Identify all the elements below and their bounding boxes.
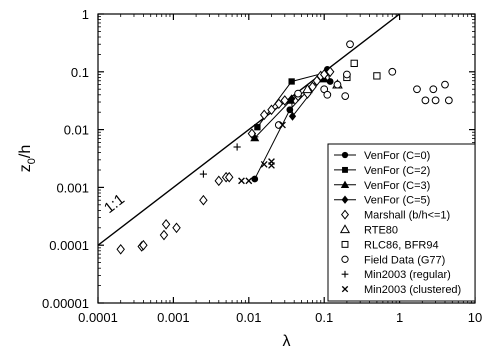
- data-point: [294, 89, 302, 98]
- x-tick-label: 0.0001: [78, 310, 118, 325]
- data-point: [326, 78, 334, 85]
- data-point: [388, 67, 397, 76]
- legend-entry-label: VenFor (C=5): [364, 195, 430, 207]
- data-point-stroke: [268, 162, 275, 169]
- data-point: [259, 109, 269, 121]
- data-point: [288, 78, 295, 85]
- data-point: [413, 85, 421, 94]
- data-point: [325, 66, 335, 78]
- legend-entry-label: VenFor (C=3): [364, 180, 430, 192]
- legend-entry-label: Min2003 (clustered): [364, 284, 461, 296]
- data-point: [267, 104, 276, 116]
- y-tick-label: 0.001: [56, 180, 89, 195]
- data-point: [431, 96, 440, 105]
- x-axis-label: λ: [283, 333, 291, 350]
- x-tick-label: 0.1: [315, 310, 333, 325]
- data-point: [319, 69, 329, 80]
- data-point-stroke: [245, 177, 253, 185]
- data-point: [441, 80, 449, 89]
- data-point: [172, 222, 181, 234]
- legend-marker: [339, 224, 351, 234]
- data-point-stroke: [238, 177, 245, 185]
- legend-entry-label: Min2003 (regular): [364, 269, 451, 281]
- legend-entry-label: RTE80: [364, 225, 398, 237]
- x-tick-label: 0.01: [236, 310, 261, 325]
- data-point: [288, 94, 296, 104]
- x-tick-label: 0.001: [157, 310, 190, 325]
- x-tick-label: 10: [468, 310, 482, 325]
- data-point: [341, 92, 350, 100]
- y-tick-label: 1: [82, 7, 89, 22]
- legend-marker: [341, 195, 349, 204]
- data-point: [274, 121, 283, 129]
- y-tick-label: 0.1: [71, 65, 89, 80]
- data-point: [308, 81, 317, 93]
- legend-marker: [340, 209, 350, 220]
- series-group: [116, 40, 453, 255]
- legend-entry-label: Field Data (G77): [364, 254, 445, 266]
- data-point: [346, 40, 354, 49]
- data-point: [286, 106, 294, 114]
- legend-marker: [340, 180, 350, 188]
- data-point-stroke: [279, 121, 286, 129]
- legend-marker: [341, 151, 349, 159]
- legend-marker-stroke: [341, 285, 349, 293]
- y-axis-label: z0/h: [17, 145, 38, 172]
- data-point: [323, 90, 332, 99]
- data-point: [224, 171, 234, 183]
- data-point: [274, 98, 284, 110]
- data-point: [254, 124, 261, 131]
- legend-entry-label: RLC86, BFR94: [364, 239, 439, 251]
- data-point: [444, 96, 453, 105]
- series-8: [199, 133, 259, 178]
- reference-line-label: 1:1: [101, 191, 128, 217]
- data-point: [139, 239, 148, 251]
- legend-marker: [341, 255, 349, 263]
- data-point: [161, 218, 171, 230]
- legend-entry-label: VenFor (C=0): [364, 150, 430, 162]
- data-point: [199, 194, 208, 206]
- legend-entry-label: Marshall (b/h<=1): [364, 210, 450, 222]
- data-point-stroke: [260, 161, 268, 168]
- data-point: [302, 83, 313, 94]
- data-point: [373, 72, 381, 80]
- legend: VenFor (C=0) VenFor (C=2) VenFor (C=3) VenF…: [327, 143, 476, 302]
- axis-labels: λ z0/h: [17, 145, 291, 350]
- series-9: [238, 121, 286, 185]
- legend-entry-label: VenFor (C=2): [364, 165, 430, 177]
- data-point: [116, 243, 125, 255]
- data-point: [343, 70, 351, 79]
- data-point: [214, 175, 224, 187]
- series-7: [274, 40, 453, 129]
- x-tick-label: 1: [396, 310, 403, 325]
- y-tick-label: 0.01: [64, 123, 89, 138]
- y-tick-label: 0.0001: [49, 238, 89, 253]
- data-point: [350, 59, 358, 68]
- legend-marker: [341, 240, 349, 248]
- data-point: [280, 95, 290, 106]
- legend-marker: [342, 166, 348, 173]
- reference-line: [98, 14, 401, 246]
- data-point: [288, 111, 297, 121]
- data-point: [159, 229, 169, 241]
- data-point: [247, 128, 257, 139]
- data-point: [333, 80, 342, 89]
- data-point: [429, 85, 438, 94]
- data-point: [421, 96, 430, 105]
- data-point: [251, 175, 259, 183]
- y-tick-label: 0.00001: [42, 296, 89, 311]
